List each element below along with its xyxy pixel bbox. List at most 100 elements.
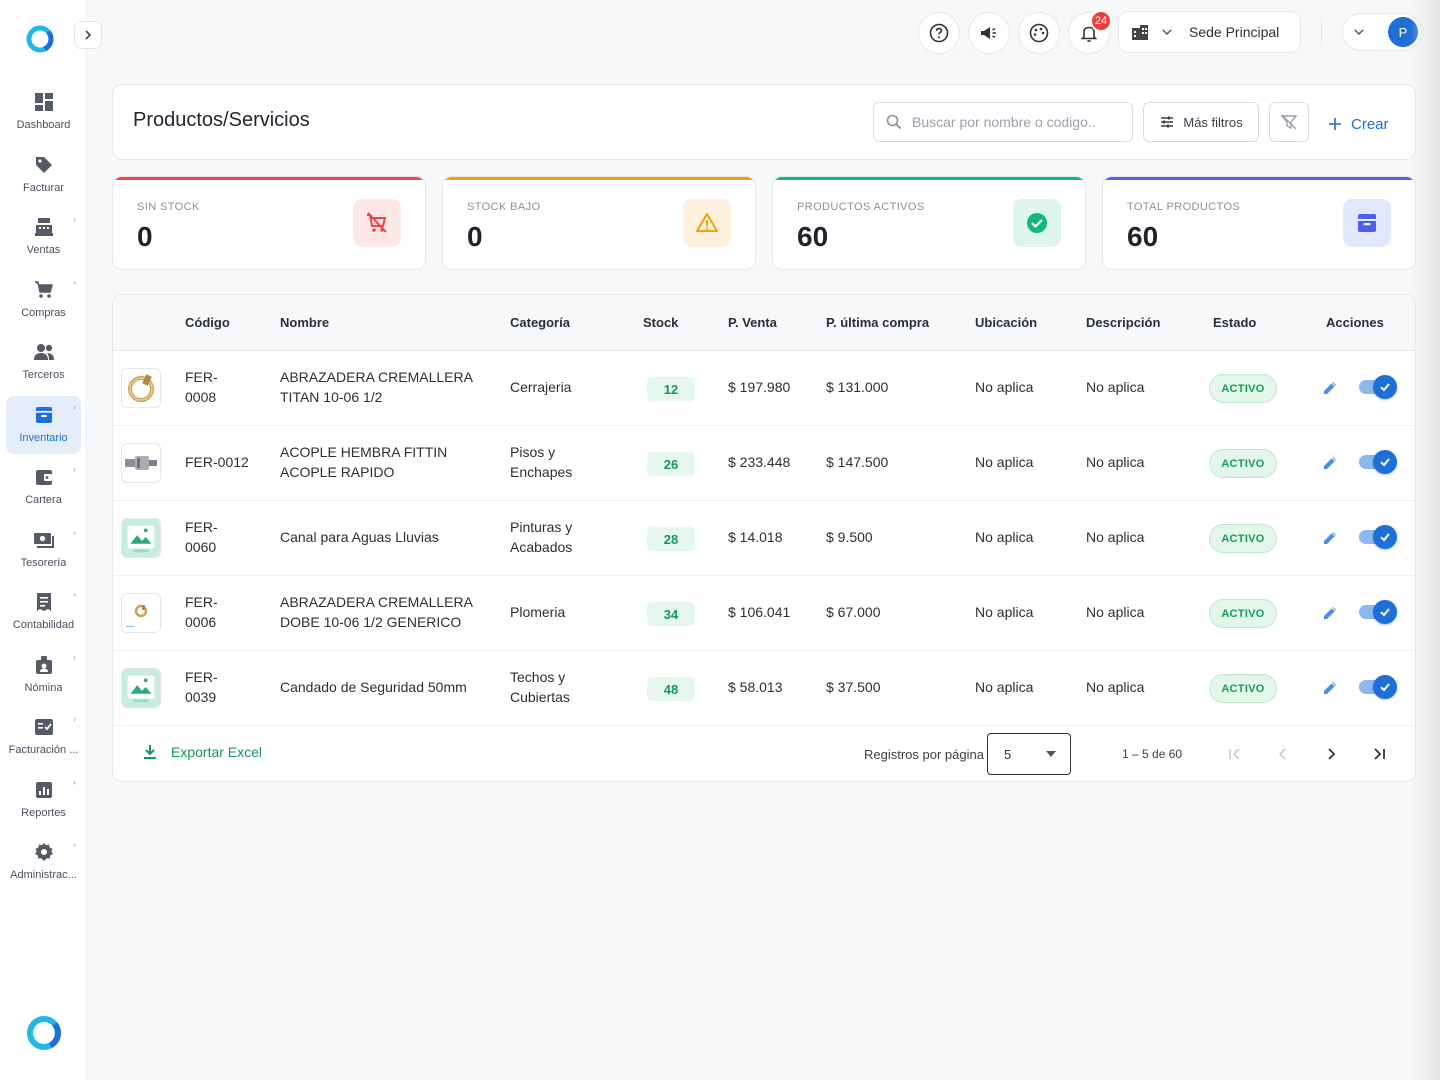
- sidebar-item-contabilidad[interactable]: Contabilidad ›: [6, 583, 81, 641]
- search-box[interactable]: [873, 102, 1133, 142]
- stat-label: STOCK BAJO: [467, 201, 541, 213]
- cell-nombre: ABRAZADERA CREMALLERA DOBE 10-06 1/2 GENE…: [280, 592, 473, 632]
- table-row[interactable]: FER- 0006 ABRAZADERA CREMALLERA DOBE 10-06 …: [113, 576, 1415, 651]
- product-thumbnail[interactable]: [121, 443, 161, 483]
- product-thumbnail[interactable]: [121, 593, 161, 633]
- edit-button[interactable]: [1319, 677, 1341, 699]
- cell-categoria: Pinturas y Acabados: [510, 517, 572, 557]
- last-page-button[interactable]: [1363, 738, 1395, 770]
- edit-button[interactable]: [1319, 602, 1341, 624]
- sidebar-item-administrac[interactable]: Administrac... ›: [6, 833, 81, 891]
- table-row[interactable]: FER- 0008 ABRAZADERA CREMALLERA TITAN 10-06…: [113, 351, 1415, 426]
- edit-button[interactable]: [1319, 452, 1341, 474]
- column-header-nombre[interactable]: Nombre: [280, 315, 330, 330]
- codigo-line-1: FER-: [185, 669, 218, 685]
- column-header-p-ultima-compra[interactable]: P. última compra: [826, 315, 930, 330]
- sidebar-item-cartera[interactable]: Cartera ›: [6, 458, 81, 516]
- chevron-down-icon: [1162, 29, 1172, 36]
- stat-accent-bar: [113, 177, 425, 180]
- sidebar-item-dashboard[interactable]: Dashboard: [6, 83, 81, 141]
- codigo-line-2: 0008: [185, 389, 217, 405]
- megaphone-icon: [981, 27, 996, 39]
- next-page-button[interactable]: [1315, 738, 1347, 770]
- search-input[interactable]: [912, 114, 1112, 130]
- product-thumbnail[interactable]: [121, 668, 161, 708]
- active-toggle[interactable]: [1359, 675, 1397, 699]
- sidebar-item-reportes[interactable]: Reportes ›: [6, 771, 81, 829]
- sidebar-item-tesorería[interactable]: Tesorería ›: [6, 521, 81, 579]
- table-row[interactable]: FER- 0039 Candado de Seguridad 50mm Techos …: [113, 651, 1415, 726]
- active-toggle[interactable]: [1359, 375, 1397, 399]
- cell-nombre: Canal para Aguas Lluvias: [280, 527, 439, 547]
- column-header-estado[interactable]: Estado: [1213, 315, 1257, 330]
- archive-icon: [33, 404, 55, 426]
- announcements-button[interactable]: [968, 12, 1010, 54]
- rows-per-page-value: 5: [1004, 746, 1012, 762]
- notifications-button[interactable]: 24: [1068, 10, 1112, 54]
- cell-descripcion: No aplica: [1086, 454, 1145, 470]
- clear-filters-button[interactable]: [1269, 102, 1309, 142]
- archive-icon: [1343, 199, 1391, 247]
- categoria-line-2: Enchapes: [510, 464, 573, 480]
- sidebar-item-label: Administrac...: [10, 869, 77, 881]
- column-header-p-venta[interactable]: P. Venta: [728, 315, 777, 330]
- help-button[interactable]: [918, 12, 960, 54]
- cell-categoria: Techos y Cubiertas: [510, 667, 570, 707]
- sidebar-item-facturación[interactable]: Facturación ... ›: [6, 708, 81, 766]
- check-icon: [1380, 383, 1390, 392]
- building-icon: [1132, 25, 1148, 40]
- rows-per-page-select[interactable]: 5: [987, 733, 1071, 775]
- theme-button[interactable]: [1018, 12, 1060, 54]
- footer-logo-icon: [25, 1014, 63, 1052]
- previous-page-button[interactable]: [1267, 738, 1299, 770]
- first-page-button[interactable]: [1219, 738, 1251, 770]
- app-logo-icon[interactable]: [25, 24, 55, 54]
- sidebar-toggle-button[interactable]: [74, 21, 102, 49]
- people-icon: [33, 341, 55, 363]
- cell-ubicacion: No aplica: [975, 679, 1034, 695]
- create-button[interactable]: Crear: [1323, 109, 1395, 139]
- wallet-icon: [33, 466, 55, 488]
- sidebar-item-inventario[interactable]: Inventario ›: [6, 395, 81, 454]
- table-row[interactable]: FER-0012 ACOPLE HEMBRA FITTIN ACOPLE RAPID…: [113, 426, 1415, 501]
- palette-icon: [1029, 23, 1049, 43]
- sede-selector[interactable]: Sede Principal: [1118, 11, 1301, 53]
- active-toggle[interactable]: [1359, 450, 1397, 474]
- column-header-codigo[interactable]: Código: [185, 315, 230, 330]
- sidebar-item-label: Terceros: [22, 369, 65, 381]
- edit-button[interactable]: [1319, 527, 1341, 549]
- sidebar-item-terceros[interactable]: Terceros: [6, 333, 81, 391]
- active-toggle[interactable]: [1359, 600, 1397, 624]
- check-icon: [1380, 608, 1390, 617]
- nombre-line-1: ACOPLE HEMBRA FITTIN: [280, 444, 448, 460]
- warning-icon: [683, 199, 731, 247]
- product-thumbnail[interactable]: [121, 368, 161, 408]
- download-icon: [144, 745, 156, 759]
- codigo-line-2: 0060: [185, 539, 217, 555]
- sidebar-item-label: Compras: [21, 306, 66, 319]
- column-header-categoria[interactable]: Categoría: [510, 315, 570, 330]
- column-header-descripcion[interactable]: Descripción: [1086, 315, 1161, 330]
- categoria-line-1: Cerrajeria: [510, 379, 572, 395]
- cell-categoria: Plomeria: [510, 602, 565, 622]
- sidebar-item-facturar[interactable]: Facturar: [6, 146, 81, 204]
- edit-button[interactable]: [1319, 377, 1341, 399]
- codigo-line-1: FER-: [185, 519, 218, 535]
- pagination-range: 1 – 5 de 60: [1122, 747, 1183, 761]
- active-toggle[interactable]: [1359, 525, 1397, 549]
- sidebar-item-compras[interactable]: Compras ›: [6, 271, 81, 329]
- sidebar-item-label: Reportes: [21, 806, 66, 819]
- sidebar-item-nómina[interactable]: Nómina ›: [6, 646, 81, 704]
- sidebar-item-label: Ventas: [26, 244, 61, 256]
- cash-register-icon: [33, 216, 55, 238]
- column-header-stock[interactable]: Stock: [643, 315, 679, 330]
- export-excel-button[interactable]: Exportar Excel: [143, 744, 262, 760]
- categoria-line-1: Plomeria: [510, 604, 566, 620]
- stat-value: 60: [797, 221, 829, 252]
- column-header-ubicacion[interactable]: Ubicación: [975, 315, 1038, 330]
- table-row[interactable]: FER- 0060 Canal para Aguas Lluvias Pinturas…: [113, 501, 1415, 576]
- chevron-right-icon: ›: [73, 714, 76, 724]
- product-thumbnail[interactable]: [121, 518, 161, 558]
- sidebar-item-ventas[interactable]: Ventas ›: [6, 208, 81, 266]
- more-filters-button[interactable]: Más filtros: [1143, 102, 1259, 142]
